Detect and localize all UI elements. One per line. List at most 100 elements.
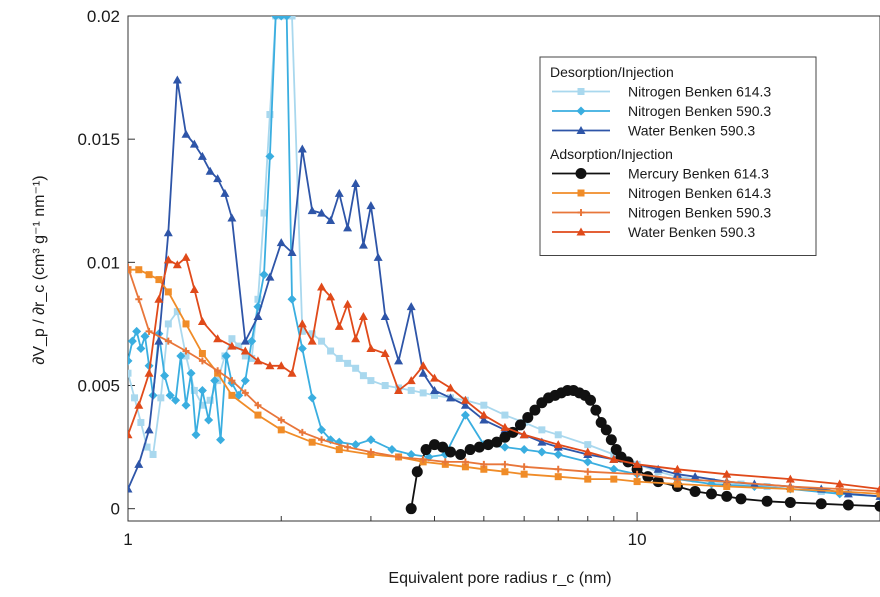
series-marker [234,390,244,400]
series-line [128,268,880,495]
series-marker [197,316,207,325]
series-marker [480,401,488,409]
series-marker [406,376,416,385]
series-marker [553,449,563,459]
series-marker [137,418,145,426]
series-marker [173,308,181,316]
series-marker [307,206,317,215]
series-marker [554,473,562,481]
series-marker [786,483,794,491]
series-marker [326,292,336,301]
series-marker [576,126,586,134]
series-marker [287,368,297,377]
series-marker [367,448,375,456]
series-marker [343,299,353,308]
series-marker [157,394,165,402]
series-marker [276,238,286,247]
series-marker [842,499,854,511]
series-marker [576,106,586,116]
legend-entry-label: Mercury Benken 614.3 [628,166,769,182]
series-marker [351,334,361,343]
series-marker [317,208,327,217]
series-marker [334,321,344,330]
series-marker [144,425,154,434]
series-marker [334,188,344,197]
series-marker [205,166,215,175]
series-marker [420,444,432,456]
series-marker [221,351,231,361]
series-marker [460,400,470,409]
series-marker [367,377,375,385]
series-marker [140,331,150,341]
series-marker [642,471,654,483]
series-marker [407,386,415,394]
legend-entry-label: Nitrogen Benken 614.3 [628,185,771,201]
series-marker [172,260,182,269]
series-marker [265,151,275,161]
x-tick-label: 10 [628,530,647,549]
legend-entry-label: Nitrogen Benken 614.3 [628,84,771,100]
series-marker [722,469,732,478]
series-5 [128,263,880,495]
series-marker [204,415,214,425]
series-marker [260,209,268,217]
series-marker [318,436,326,444]
series-marker [298,327,306,335]
series-marker [519,430,529,439]
y-tick-label: 0.005 [77,377,120,396]
series-marker [723,483,731,491]
series-marker [737,480,745,488]
series-marker [248,354,256,362]
series-line [128,267,880,493]
series-marker [441,458,449,466]
series-marker [197,151,207,160]
series-marker [673,475,681,483]
series-marker [419,455,427,463]
series-marker [198,401,206,409]
series-marker [298,428,306,436]
series-marker [128,356,133,366]
series-marker [577,88,585,95]
series-marker [266,111,274,119]
series-marker [584,468,592,476]
x-axis-label: Equivalent pore radius r_c (nm) [388,570,611,587]
series-marker [394,356,404,365]
series-marker [136,344,146,354]
series-marker [182,320,190,328]
series-marker [395,453,403,461]
series-marker [352,364,360,372]
series-marker [145,327,153,335]
series-marker [213,334,223,343]
series-marker [418,368,428,377]
series-marker [182,352,190,360]
series-marker [519,445,529,455]
legend-entry-label: Nitrogen Benken 590.3 [628,103,771,119]
series-marker [131,394,139,402]
series-marker [529,404,541,416]
series-marker [366,201,376,210]
series-marker [135,266,143,274]
series-marker [307,336,317,345]
series-marker [181,129,191,138]
series-marker [501,468,509,476]
series-marker [875,484,880,493]
series-marker [240,336,250,345]
series-marker [308,330,316,338]
series-marker [690,472,700,481]
series-marker [575,168,587,179]
series-marker [144,368,154,377]
series-marker [500,422,510,431]
series-marker [288,16,296,20]
series-marker [344,359,352,367]
series-marker [317,282,327,291]
series-marker [381,382,389,390]
series-marker [610,475,618,483]
series-line [128,79,880,498]
series-marker [241,352,249,360]
series-marker [213,174,223,183]
series-marker [227,213,237,222]
series-marker [479,410,489,419]
series-marker [149,450,157,458]
series-marker [491,436,503,448]
series-marker [520,470,528,478]
